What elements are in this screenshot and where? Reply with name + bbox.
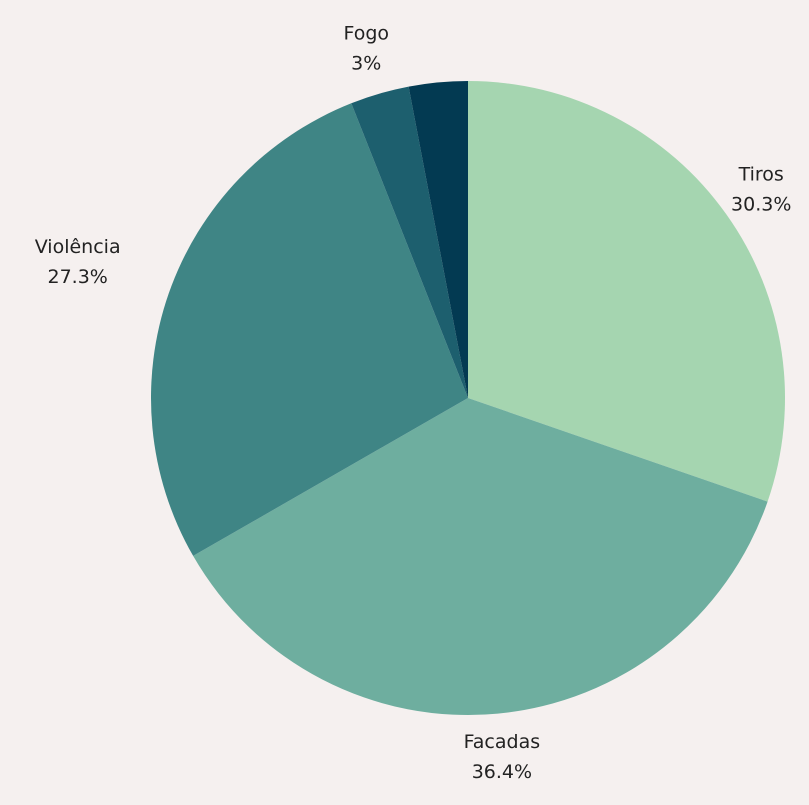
value-label: 36.4% — [472, 761, 532, 783]
slice-label: Facadas — [464, 731, 541, 753]
pie-slice — [351, 86, 468, 399]
slice-label: Tiros — [738, 164, 784, 186]
value-label: 30.3% — [731, 194, 791, 216]
pie-slice — [408, 81, 468, 398]
slice-label: Fogo — [343, 22, 389, 44]
slice-label: Violência — [35, 236, 121, 258]
pie-slice — [193, 398, 768, 715]
pie-slice — [468, 81, 786, 502]
value-label: 27.3% — [47, 266, 107, 288]
value-label: 3% — [351, 52, 381, 74]
pie-slice — [150, 103, 468, 556]
